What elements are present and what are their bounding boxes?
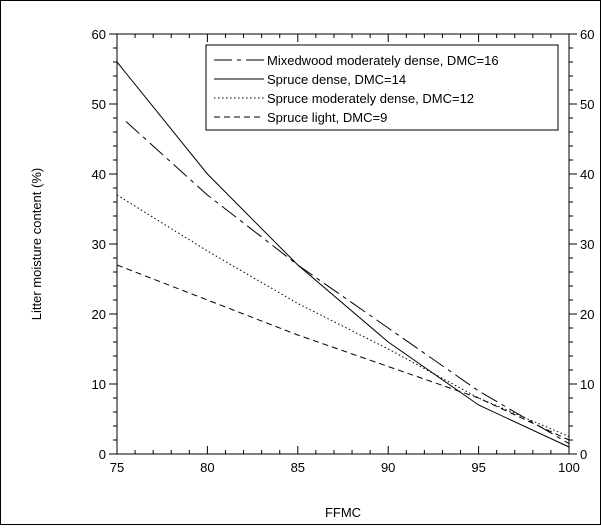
- y-tick-label-right: 50: [580, 97, 594, 112]
- y-tick-label-right: 0: [580, 447, 587, 462]
- axis-ticks: [109, 33, 577, 455]
- legend-entry: Spruce light, DMC=9: [267, 110, 387, 125]
- series-lines: [116, 61, 570, 448]
- y-tick-label-left: 30: [92, 237, 106, 252]
- x-tick-label: 95: [471, 460, 485, 475]
- legend-entry: Spruce dense, DMC=14: [267, 72, 406, 87]
- y-tick-label-left: 60: [92, 27, 106, 42]
- series-line-2: [116, 61, 570, 448]
- y-axis-label: Litter moisture content (%): [29, 168, 44, 320]
- y-tick-label-left: 10: [92, 377, 106, 392]
- x-axis-label: FFMC: [325, 505, 361, 520]
- x-tick-label: 75: [110, 460, 124, 475]
- legend: Mixedwood moderately dense, DMC=16 Spruce…: [205, 44, 559, 131]
- series-line-1: [125, 121, 570, 444]
- y-tick-label-right: 30: [580, 237, 594, 252]
- legend-entry: Spruce moderately dense, DMC=12: [267, 91, 474, 106]
- y-tick-label-right: 10: [580, 377, 594, 392]
- legend-box: [205, 44, 559, 131]
- x-tick-label: 90: [381, 460, 395, 475]
- y-tick-label-left: 0: [99, 447, 106, 462]
- x-tick-label: 100: [558, 460, 580, 475]
- y-tick-label-right: 20: [580, 307, 594, 322]
- legend-entry: Mixedwood moderately dense, DMC=16: [267, 53, 499, 68]
- y-tick-label-right: 40: [580, 167, 594, 182]
- x-tick-label: 80: [200, 460, 214, 475]
- series-line-3: [116, 194, 570, 437]
- x-tick-label: 85: [291, 460, 305, 475]
- y-tick-label-right: 60: [580, 27, 594, 42]
- y-tick-label-left: 40: [92, 167, 106, 182]
- y-tick-label-left: 50: [92, 97, 106, 112]
- y-tick-label-left: 20: [92, 307, 106, 322]
- series-line-4: [116, 264, 570, 441]
